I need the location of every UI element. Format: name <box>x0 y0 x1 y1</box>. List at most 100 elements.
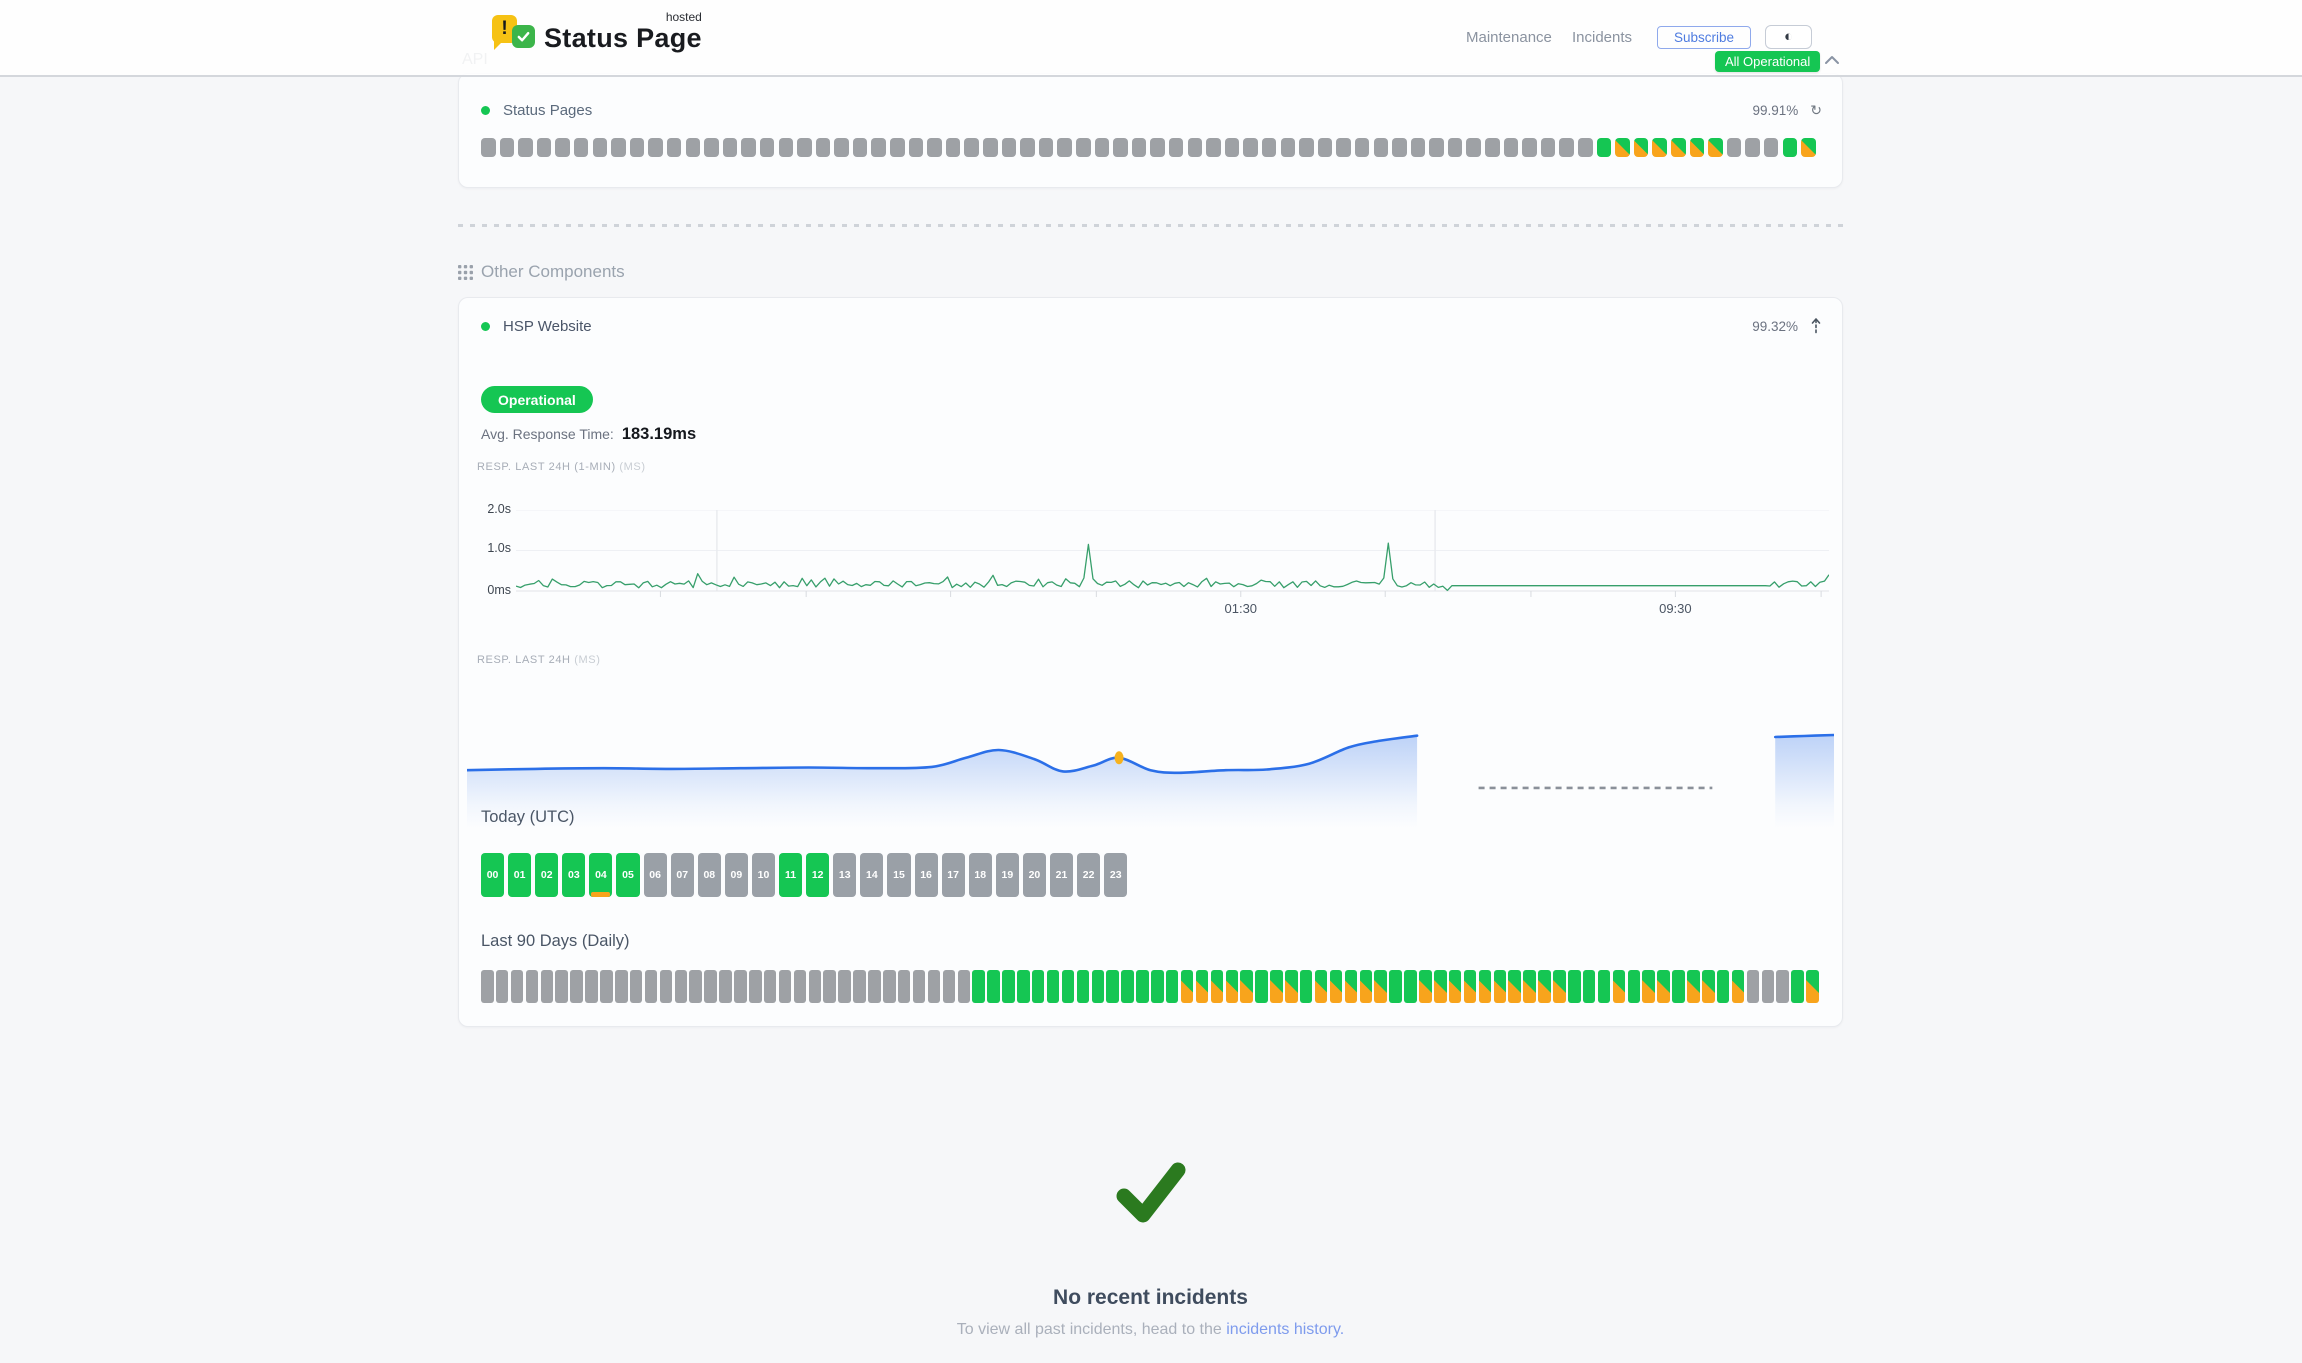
hour-block[interactable]: 09 <box>724 853 748 897</box>
uptime-bar[interactable] <box>964 138 979 157</box>
nav-maintenance[interactable]: Maintenance <box>1466 29 1552 46</box>
uptime-bar[interactable] <box>1359 970 1373 1003</box>
hour-block[interactable]: 15 <box>887 853 911 897</box>
uptime-bar[interactable] <box>719 970 732 1003</box>
uptime-bar[interactable] <box>1061 970 1075 1003</box>
uptime-bar[interactable] <box>1206 138 1221 157</box>
uptime-bar[interactable] <box>1538 970 1551 1003</box>
uptime-bar[interactable] <box>1687 970 1700 1003</box>
uptime-bar[interactable] <box>1031 970 1045 1003</box>
uptime-bar[interactable] <box>481 138 496 157</box>
uptime-bar[interactable] <box>540 970 554 1003</box>
uptime-bar[interactable] <box>1672 970 1685 1003</box>
uptime-bar[interactable] <box>1336 138 1351 157</box>
uptime-bar[interactable] <box>1523 970 1536 1003</box>
hour-block[interactable]: 05 <box>616 853 640 897</box>
uptime-bar[interactable] <box>1113 138 1128 157</box>
uptime-bar[interactable] <box>1493 970 1507 1003</box>
uptime-bar[interactable] <box>734 970 747 1003</box>
uptime-bar[interactable] <box>1540 138 1556 157</box>
uptime-bar[interactable] <box>611 138 626 157</box>
uptime-bar[interactable] <box>927 970 941 1003</box>
uptime-bar[interactable] <box>942 970 956 1003</box>
uptime-bar[interactable] <box>1261 138 1277 157</box>
uptime-bar[interactable] <box>987 970 1000 1003</box>
uptime-bar[interactable] <box>1001 138 1017 157</box>
uptime-bar[interactable] <box>1299 970 1313 1003</box>
hour-block[interactable]: 13 <box>833 853 857 897</box>
uptime-bar[interactable] <box>525 970 539 1003</box>
uptime-bar[interactable] <box>629 138 645 157</box>
uptime-bar[interactable] <box>983 138 998 157</box>
subscribe-button[interactable]: Subscribe <box>1657 26 1751 49</box>
uptime-bar[interactable] <box>570 970 583 1003</box>
uptime-bar[interactable] <box>883 970 896 1003</box>
uptime-bar[interactable] <box>1195 970 1209 1003</box>
uptime-bar[interactable] <box>838 970 851 1003</box>
uptime-bar[interactable] <box>644 970 658 1003</box>
uptime-bar[interactable] <box>1429 138 1444 157</box>
hour-block[interactable]: 00 <box>481 853 505 897</box>
uptime-bar[interactable] <box>1187 138 1203 157</box>
hour-block[interactable]: 23 <box>1104 853 1128 897</box>
uptime-bar[interactable] <box>897 970 911 1003</box>
uptime-bar[interactable] <box>1299 138 1314 157</box>
uptime-bar[interactable] <box>1224 138 1240 157</box>
uptime-bar[interactable] <box>600 970 613 1003</box>
uptime-bar[interactable] <box>1121 970 1134 1003</box>
uptime-bar[interactable] <box>1633 138 1649 157</box>
uptime-bar[interactable] <box>1761 970 1775 1003</box>
uptime-bar[interactable] <box>1091 970 1105 1003</box>
uptime-bar[interactable] <box>834 138 849 157</box>
hour-block[interactable]: 02 <box>535 853 559 897</box>
uptime-bar[interactable] <box>704 138 719 157</box>
uptime-bar[interactable] <box>1373 138 1388 157</box>
uptime-bar[interactable] <box>1255 970 1268 1003</box>
uptime-bar[interactable] <box>659 970 673 1003</box>
uptime-bar[interactable] <box>518 138 533 157</box>
uptime-bar[interactable] <box>1485 138 1500 157</box>
hour-block[interactable]: 14 <box>860 853 884 897</box>
uptime-bar[interactable] <box>1578 138 1593 157</box>
uptime-bar[interactable] <box>1317 138 1333 157</box>
uptime-bar[interactable] <box>1657 970 1670 1003</box>
uptime-bar[interactable] <box>1806 970 1819 1003</box>
uptime-bar[interactable] <box>945 138 961 157</box>
uptime-bar[interactable] <box>1314 970 1328 1003</box>
uptime-bar[interactable] <box>778 138 793 157</box>
uptime-bar[interactable] <box>1596 138 1612 157</box>
brand-logo[interactable]: ! hosted Status Page <box>492 10 702 54</box>
uptime-bar[interactable] <box>674 970 688 1003</box>
uptime-bar[interactable] <box>1745 138 1760 157</box>
hour-block[interactable]: 17 <box>941 853 965 897</box>
uptime-bar[interactable] <box>1094 138 1110 157</box>
uptime-bar[interactable] <box>1652 138 1667 157</box>
uptime-bar[interactable] <box>852 138 868 157</box>
uptime-bar[interactable] <box>1582 970 1596 1003</box>
uptime-bar[interactable] <box>1801 138 1816 157</box>
uptime-bar[interactable] <box>510 970 524 1003</box>
uptime-bar[interactable] <box>890 138 905 157</box>
uptime-bar[interactable] <box>1568 970 1581 1003</box>
uptime-bar[interactable] <box>1559 138 1574 157</box>
uptime-bar[interactable] <box>1642 970 1655 1003</box>
uptime-bar[interactable] <box>1150 138 1165 157</box>
uptime-bar[interactable] <box>1463 970 1477 1003</box>
uptime-bar[interactable] <box>823 970 836 1003</box>
uptime-bar[interactable] <box>1392 138 1407 157</box>
uptime-bar[interactable] <box>1731 970 1745 1003</box>
uptime-bar[interactable] <box>1046 970 1060 1003</box>
uptime-bar[interactable] <box>1627 970 1641 1003</box>
uptime-bar[interactable] <box>499 138 515 157</box>
uptime-bar[interactable] <box>1020 138 1035 157</box>
uptime-bar[interactable] <box>1615 138 1630 157</box>
uptime-bar[interactable] <box>1057 138 1072 157</box>
uptime-bar[interactable] <box>648 138 663 157</box>
uptime-bar[interactable] <box>1285 970 1298 1003</box>
uptime-bar[interactable] <box>1136 970 1149 1003</box>
uptime-bar[interactable] <box>555 970 568 1003</box>
uptime-bar[interactable] <box>763 970 777 1003</box>
uptime-bar[interactable] <box>741 138 756 157</box>
uptime-bar[interactable] <box>808 970 822 1003</box>
hour-block[interactable]: 16 <box>914 853 938 897</box>
